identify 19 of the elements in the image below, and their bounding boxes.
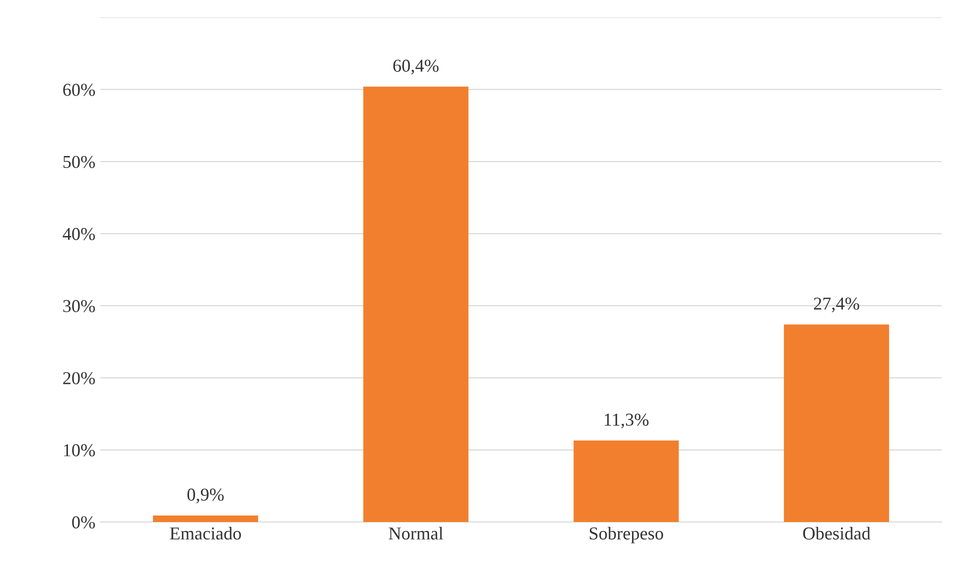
x-tick-label: Sobrepeso (590, 526, 664, 544)
x-tick-label: Obesidad (803, 526, 870, 540)
y-tick-label: 40% (62, 228, 95, 240)
y-tick-label: 50% (63, 156, 95, 168)
bar (363, 86, 468, 522)
y-tick-label: 30% (63, 300, 95, 312)
bar (784, 324, 890, 522)
data-label: 27,4% (814, 298, 860, 312)
x-tick-label: Emaciado (170, 526, 241, 540)
y-tick-label: 0% (72, 516, 95, 528)
bar (574, 440, 679, 522)
data-label: 11,3% (604, 414, 649, 428)
data-label: 0,9% (187, 488, 224, 504)
bar (152, 516, 258, 522)
y-tick-label: 60% (63, 84, 95, 96)
data-label: 60,4% (393, 60, 439, 74)
y-tick-label: 20% (63, 372, 95, 384)
y-tick-label: 10% (64, 444, 95, 456)
x-tick-label: Normal (388, 526, 444, 540)
